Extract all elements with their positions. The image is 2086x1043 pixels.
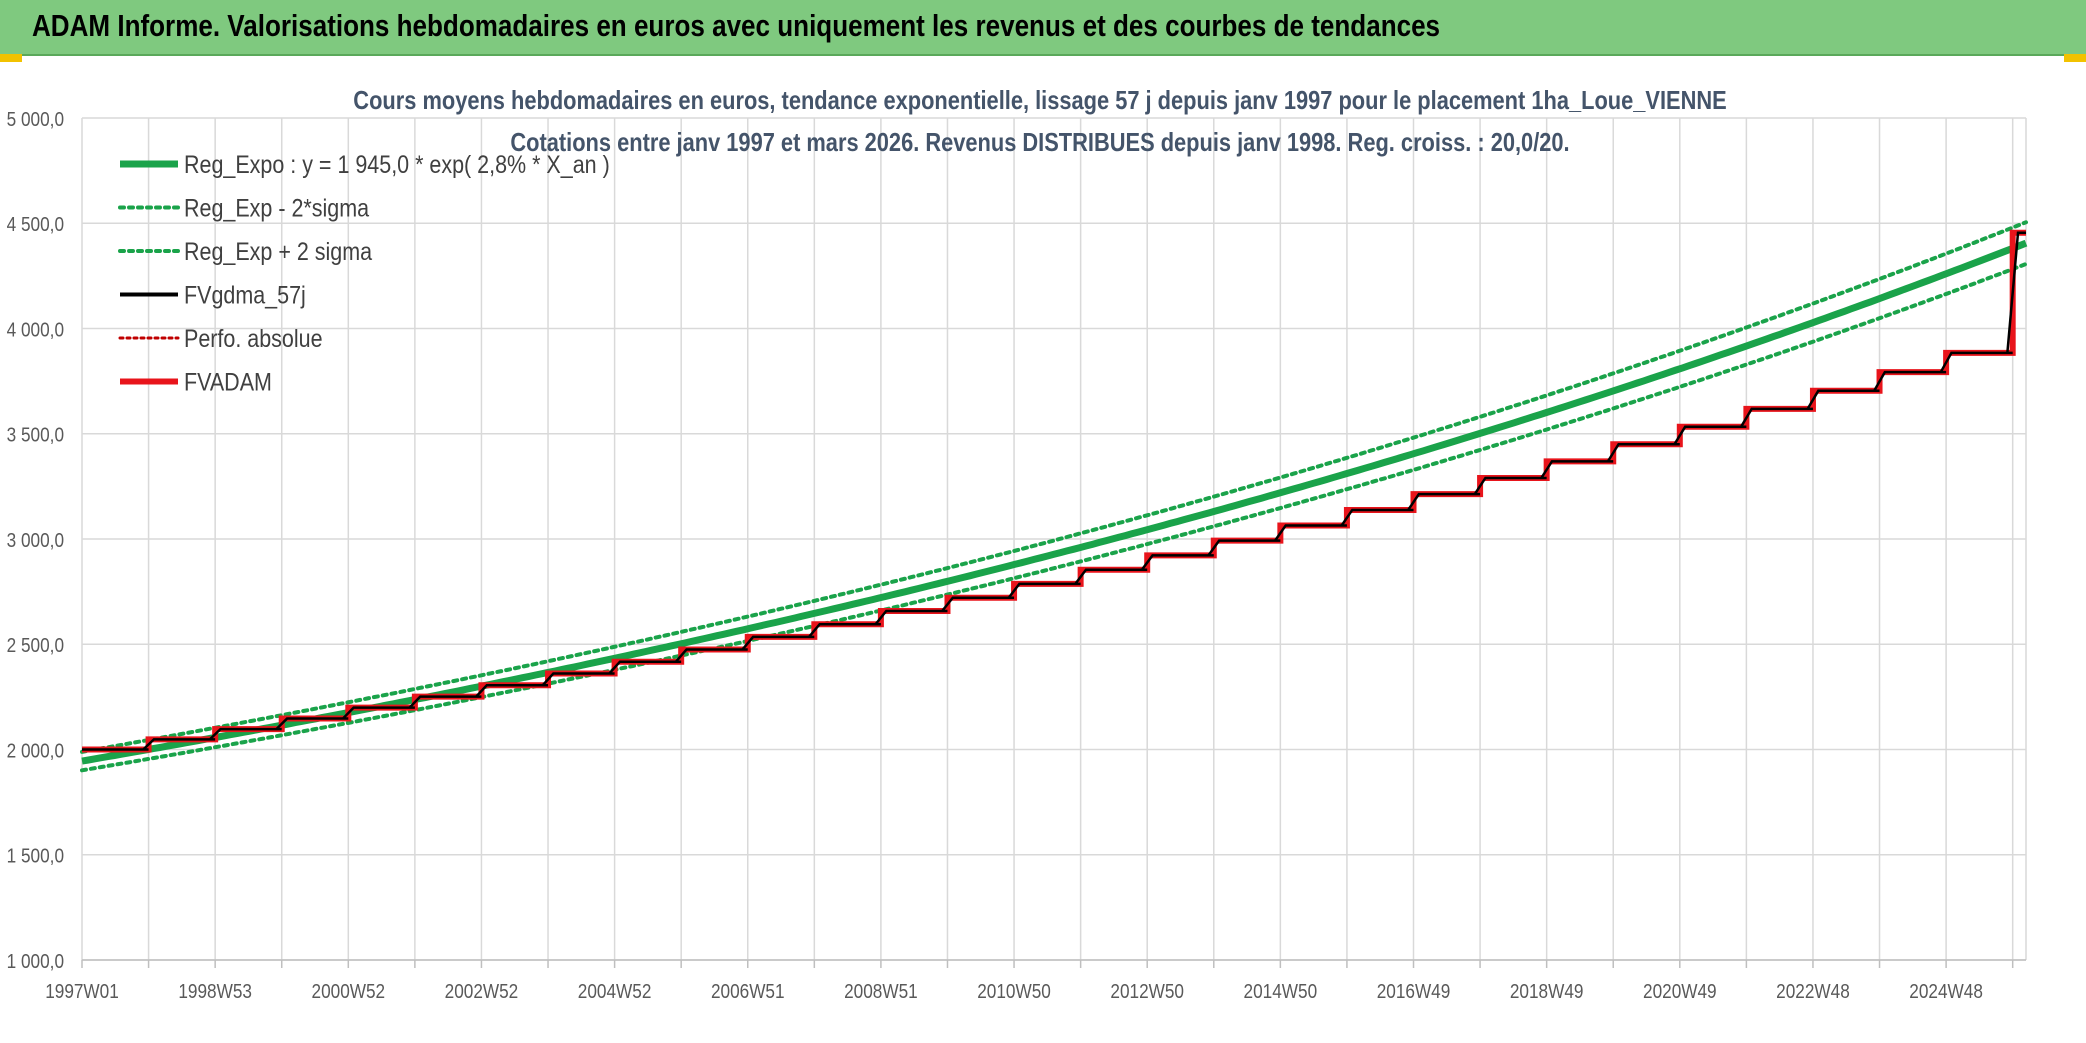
chart-series	[80, 220, 2028, 773]
x-tick-label: 2024W48	[1909, 980, 1983, 1003]
report-banner: ADAM Informe. Valorisations hebdomadaire…	[0, 0, 2086, 56]
series-reg-expo	[81, 239, 2028, 765]
y-tick-label: 2 500,0	[7, 634, 64, 657]
x-tick-label: 2022W48	[1776, 980, 1850, 1003]
series-perfo-absolue	[82, 231, 2026, 751]
series-reg-plus-2sigma	[80, 220, 2028, 754]
y-tick-label: 3 000,0	[7, 529, 64, 552]
x-tick-label: 1998W53	[178, 980, 252, 1003]
chart-grid	[81, 117, 2027, 961]
x-tick-label: 2006W51	[711, 980, 785, 1003]
y-axis: 1 000,0 1 500,0 2 000,0 2 500,0 3 000,0 3 500…	[7, 108, 64, 973]
chart-frame: 1 000,0 1 500,0 2 000,0 2 500,0 3 000,0 3 500…	[0, 58, 2086, 1038]
x-tick-label: 2014W50	[1244, 980, 1318, 1003]
x-tick-label: 1997W01	[45, 980, 119, 1003]
x-tick-label: 2000W52	[312, 980, 386, 1003]
chart-title-line1: Cours moyens hebdomadaires en euros, ten…	[353, 86, 1726, 115]
y-tick-label: 1 000,0	[7, 950, 64, 973]
chart-title-line2: Cotations entre janv 1997 et mars 2026. …	[510, 128, 1569, 157]
legend-label: Reg_Exp + 2 sigma	[184, 237, 372, 265]
y-tick-label: 4 000,0	[7, 318, 64, 341]
banner-corner-right	[2064, 54, 2086, 62]
report-title: ADAM Informe. Valorisations hebdomadaire…	[32, 8, 1441, 43]
series-fvgdma-57j	[82, 231, 2026, 751]
y-tick-label: 5 000,0	[7, 108, 64, 131]
y-tick-label: 2 000,0	[7, 739, 64, 762]
legend-label: FVADAM	[184, 368, 272, 396]
legend-label: Reg_Expo : y = 1 945,0 * exp( 2,8% * X_a…	[184, 150, 610, 178]
banner-corner-left	[0, 54, 22, 62]
chart-legend: Reg_Expo : y = 1 945,0 * exp( 2,8% * X_a…	[118, 150, 610, 396]
x-tick-label: 2020W49	[1643, 980, 1717, 1003]
y-tick-label: 4 500,0	[7, 213, 64, 236]
y-tick-label: 3 500,0	[7, 424, 64, 447]
x-tick-label: 2004W52	[578, 980, 652, 1003]
x-tick-label: 2002W52	[445, 980, 519, 1003]
x-tick-label: 2008W51	[844, 980, 918, 1003]
x-tick-label: 2010W50	[977, 980, 1051, 1003]
y-tick-label: 1 500,0	[7, 845, 64, 868]
series-reg-minus-2sigma	[80, 262, 2028, 773]
x-tick-label: 2018W49	[1510, 980, 1584, 1003]
legend-label: FVgdma_57j	[184, 281, 306, 309]
x-tick-label: 2012W50	[1110, 980, 1184, 1003]
x-axis: 1997W01 1998W53 2000W52 2002W52 2004W52 2006W…	[45, 959, 2026, 1003]
trend-chart: 1 000,0 1 500,0 2 000,0 2 500,0 3 000,0 3 500…	[7, 86, 2028, 1003]
x-tick-label: 2016W49	[1377, 980, 1451, 1003]
legend-label: Perfo. absolue	[184, 324, 323, 352]
legend-label: Reg_Exp - 2*sigma	[184, 194, 369, 222]
series-fvadam	[82, 229, 2026, 753]
